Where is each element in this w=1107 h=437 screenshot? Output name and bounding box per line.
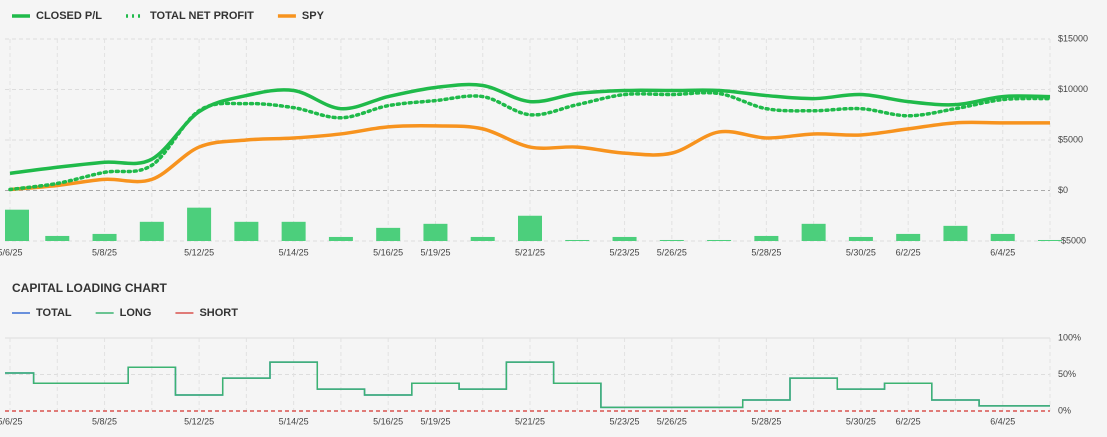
series-line bbox=[9, 82, 1051, 176]
bar bbox=[1038, 239, 1062, 241]
bar bbox=[234, 221, 259, 241]
x-tick-label: 5/21/25 bbox=[515, 247, 545, 257]
x-tick-label: 6/2/25 bbox=[896, 416, 921, 426]
x-tick-label: 5/19/25 bbox=[420, 247, 450, 257]
bar bbox=[754, 235, 779, 241]
y-tick-label: $5000 bbox=[1058, 134, 1083, 144]
legend-label: TOTAL bbox=[36, 307, 72, 319]
bar bbox=[565, 239, 590, 241]
chart-title: CAPITAL LOADING CHART bbox=[12, 281, 168, 295]
y-tick-label: -$5000 bbox=[1058, 235, 1086, 245]
series-line bbox=[9, 120, 1050, 192]
x-tick-label: 5/28/25 bbox=[751, 416, 781, 426]
x-tick-label: 5/26/25 bbox=[657, 247, 687, 257]
bar bbox=[328, 236, 353, 241]
x-tick-label: 5/30/25 bbox=[846, 247, 876, 257]
x-tick-label: 5/14/25 bbox=[279, 247, 309, 257]
bar bbox=[423, 223, 448, 241]
bar bbox=[139, 221, 164, 241]
y-tick-label: $15000 bbox=[1058, 33, 1088, 43]
legend-label: TOTAL NET PROFIT bbox=[150, 10, 254, 22]
bar bbox=[943, 225, 968, 241]
x-tick-label: 5/8/25 bbox=[92, 416, 117, 426]
bar bbox=[187, 207, 212, 241]
x-tick-label: 5/6/25 bbox=[0, 247, 23, 257]
bar bbox=[470, 236, 495, 241]
x-tick-label: 6/2/25 bbox=[896, 247, 921, 257]
bar bbox=[5, 209, 29, 241]
bar bbox=[281, 221, 306, 241]
legend-label: SPY bbox=[302, 10, 325, 22]
bar bbox=[376, 227, 401, 241]
x-tick-label: 5/16/25 bbox=[373, 416, 403, 426]
x-tick-label: 5/26/25 bbox=[657, 416, 687, 426]
bar bbox=[990, 233, 1015, 241]
x-tick-label: 5/8/25 bbox=[92, 247, 117, 257]
x-tick-label: 5/23/25 bbox=[610, 416, 640, 426]
bar bbox=[896, 233, 921, 241]
legend-label: LONG bbox=[120, 307, 152, 319]
x-tick-label: 5/21/25 bbox=[515, 416, 545, 426]
bar bbox=[612, 236, 637, 241]
x-tick-label: 5/6/25 bbox=[0, 416, 23, 426]
bar bbox=[45, 235, 70, 241]
legend-label: SHORT bbox=[199, 307, 238, 319]
y-tick-label: 0% bbox=[1058, 405, 1071, 415]
bar bbox=[801, 223, 826, 241]
bar bbox=[659, 239, 684, 241]
bar bbox=[92, 233, 117, 241]
x-tick-label: 6/4/25 bbox=[990, 247, 1015, 257]
x-tick-label: 5/16/25 bbox=[373, 247, 403, 257]
x-tick-label: 5/23/25 bbox=[610, 247, 640, 257]
y-tick-label: $10000 bbox=[1058, 84, 1088, 94]
bar bbox=[518, 215, 542, 241]
y-tick-label: 100% bbox=[1058, 332, 1081, 342]
x-tick-label: 5/12/25 bbox=[184, 247, 214, 257]
x-tick-label: 5/28/25 bbox=[751, 247, 781, 257]
x-tick-label: 6/4/25 bbox=[990, 416, 1015, 426]
series-line bbox=[5, 361, 1050, 409]
x-tick-label: 5/14/25 bbox=[279, 416, 309, 426]
bar bbox=[707, 239, 732, 241]
y-tick-label: $0 bbox=[1058, 185, 1068, 195]
x-tick-label: 5/12/25 bbox=[184, 416, 214, 426]
x-tick-label: 5/19/25 bbox=[420, 416, 450, 426]
y-tick-label: 50% bbox=[1058, 369, 1076, 379]
series-line bbox=[5, 361, 1050, 409]
x-tick-label: 5/30/25 bbox=[846, 416, 876, 426]
bar bbox=[848, 236, 873, 241]
legend-label: CLOSED P/L bbox=[36, 10, 102, 22]
